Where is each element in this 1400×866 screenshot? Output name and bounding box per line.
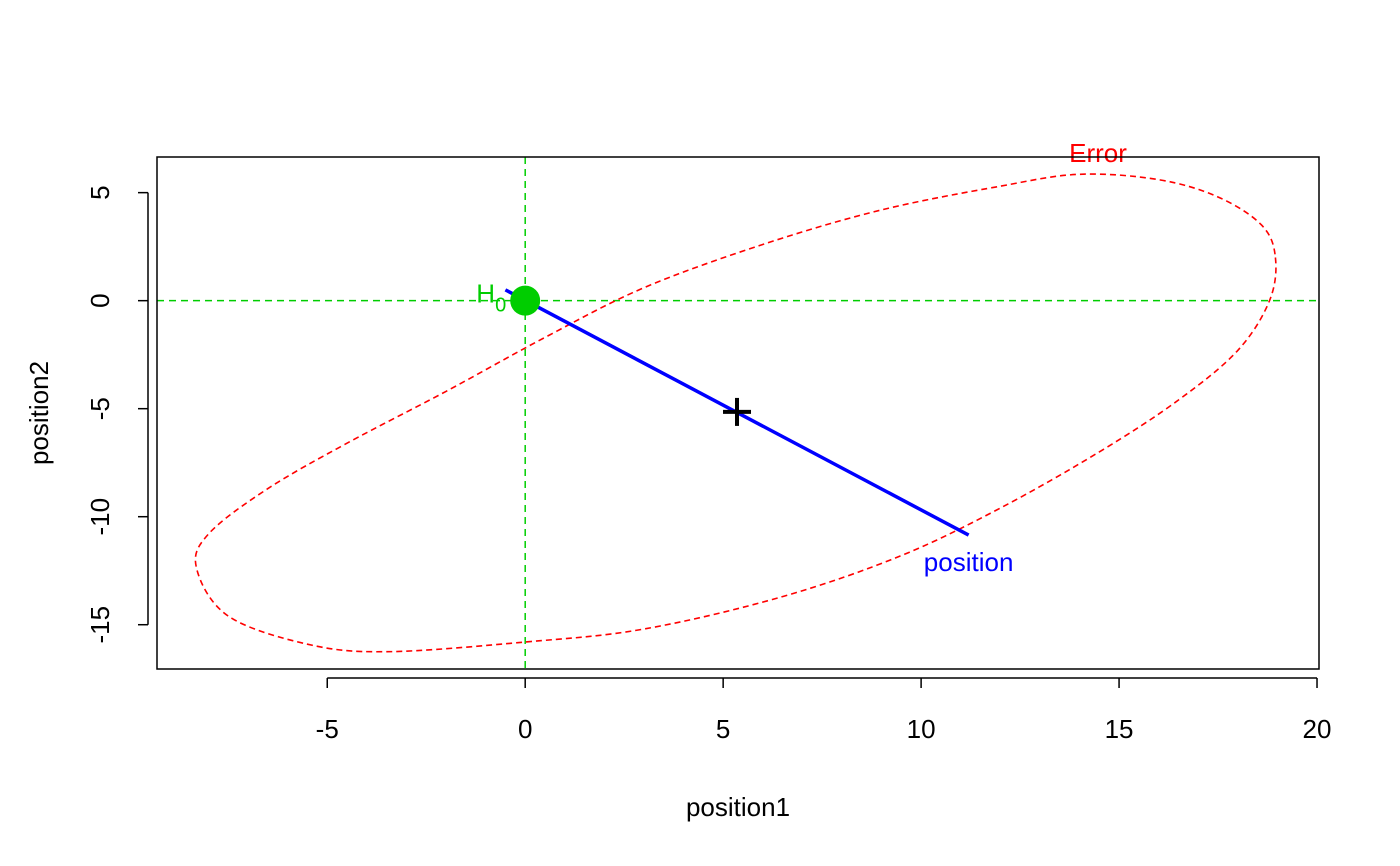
hypothesis-point (510, 285, 541, 316)
y-axis: -15 -10 -5 0 5 (85, 185, 149, 644)
x-tick-label: 10 (907, 714, 936, 744)
x-tick-label: 5 (716, 714, 730, 744)
y-tick-label: -15 (85, 606, 115, 644)
y-tick-label: -5 (85, 397, 115, 420)
y-axis-label: position2 (24, 361, 54, 465)
x-axis-label: position1 (686, 792, 790, 822)
error-ellipse (194, 173, 1277, 653)
y-tick-label: -10 (85, 498, 115, 536)
x-tick-label: 0 (518, 714, 532, 744)
x-tick-label: 15 (1105, 714, 1134, 744)
x-axis: -5 0 5 10 15 20 (316, 677, 1332, 744)
hypothesis-line-label: position (924, 547, 1014, 577)
error-ellipse-label: Error (1069, 138, 1127, 168)
plot-frame (156, 156, 1320, 670)
plot-area: Error position H0 (157, 138, 1319, 669)
hypothesis-point-label: H0 (476, 279, 506, 317)
y-tick-label: 0 (85, 293, 115, 307)
x-tick-label: 20 (1303, 714, 1332, 744)
y-tick-label: 5 (85, 185, 115, 199)
x-tick-label: -5 (316, 714, 339, 744)
